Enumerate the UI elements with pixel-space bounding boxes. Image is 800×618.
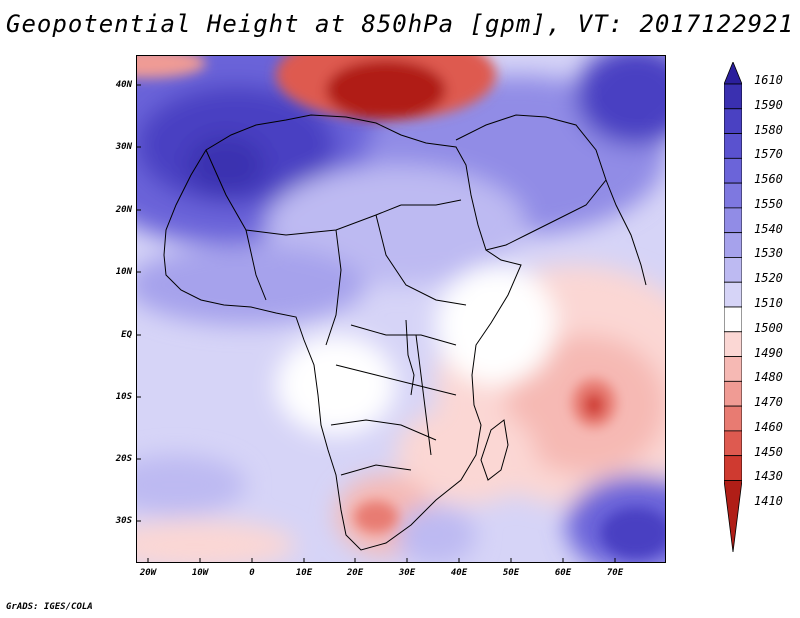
colorbar-label-1550: 1550 — [754, 196, 783, 211]
colorbar-label-1530: 1530 — [754, 246, 783, 261]
lat-label-40n: 40N — [115, 80, 132, 90]
colorbar-label-1450: 1450 — [754, 444, 783, 459]
lat-label-10n: 10N — [115, 267, 132, 277]
colorbar-box-1540 — [724, 207, 742, 234]
lon-label-50e: 50E — [502, 568, 520, 578]
colorbar-label-1610: 1610 — [754, 73, 783, 87]
lon-label-20e: 20E — [346, 568, 364, 578]
map-frame — [136, 55, 666, 563]
lon-label-60e: 60E — [554, 568, 572, 578]
colorbar-label-1480: 1480 — [754, 370, 783, 385]
colorbar-label-1580: 1580 — [754, 122, 783, 137]
colorbar-box-1500 — [724, 306, 742, 333]
lat-label-20s: 20S — [115, 454, 132, 464]
colorbar — [724, 62, 742, 552]
colorbar-label-1590: 1590 — [754, 97, 783, 112]
colorbar-box-1520 — [724, 257, 742, 283]
colorbar-label-1410: 1410 — [754, 494, 783, 509]
colorbar-box-1560 — [724, 157, 742, 184]
colorbar-box-1590 — [724, 83, 742, 110]
lat-label-30s: 30S — [115, 516, 132, 526]
field-layer — [136, 55, 666, 563]
lon-label-10w: 10W — [191, 568, 209, 578]
colorbar-box-1580 — [724, 108, 742, 134]
colorbar-label-1500: 1500 — [754, 320, 783, 335]
colorbar-box-1480 — [724, 356, 742, 382]
colorbar-label-1570: 1570 — [754, 147, 783, 162]
lat-label-eq: EQ — [121, 330, 132, 340]
colorbar-box-1490 — [724, 331, 742, 357]
colorbar-label-1510: 1510 — [754, 296, 783, 310]
colorbar-box-1610 — [724, 62, 742, 85]
credit-text: GrADS: IGES/COLA — [6, 602, 93, 612]
colorbar-box-1510 — [724, 281, 742, 308]
colorbar-label-1520: 1520 — [754, 271, 783, 286]
lat-label-10s: 10S — [115, 392, 132, 402]
lon-label-40e: 40E — [450, 568, 468, 578]
lon-label-20w: 20W — [139, 568, 157, 578]
lat-label-30n: 30N — [115, 142, 132, 152]
coastline-layer — [163, 114, 647, 551]
colorbar-box-1410 — [724, 480, 742, 552]
map-title: Geopotential Height at 850hPa [gpm], VT:… — [6, 10, 794, 38]
colorbar-label-1490: 1490 — [754, 345, 783, 360]
lon-label-30e: 30E — [398, 568, 416, 578]
colorbar-box-1550 — [724, 182, 742, 209]
colorbar-label-1430: 1430 — [754, 469, 783, 484]
map-svg — [136, 55, 666, 563]
colorbar-box-1430 — [724, 455, 742, 481]
map-plot — [136, 55, 666, 563]
colorbar-boxes — [724, 62, 742, 552]
lon-label-10e: 10E — [295, 568, 313, 578]
lat-label-20n: 20N — [115, 205, 132, 215]
colorbar-box-1450 — [724, 430, 742, 457]
colorbar-label-1540: 1540 — [754, 221, 783, 236]
colorbar-label-1470: 1470 — [754, 395, 783, 410]
colorbar-label-1460: 1460 — [754, 419, 783, 434]
colorbar-box-1570 — [724, 133, 742, 159]
lon-label-70e: 70E — [606, 568, 624, 578]
colorbar-box-1470 — [724, 380, 742, 407]
colorbar-label-1560: 1560 — [754, 172, 783, 187]
colorbar-box-1460 — [724, 405, 742, 432]
colorbar-box-1530 — [724, 232, 742, 258]
lon-label-0: 0 — [249, 568, 255, 578]
